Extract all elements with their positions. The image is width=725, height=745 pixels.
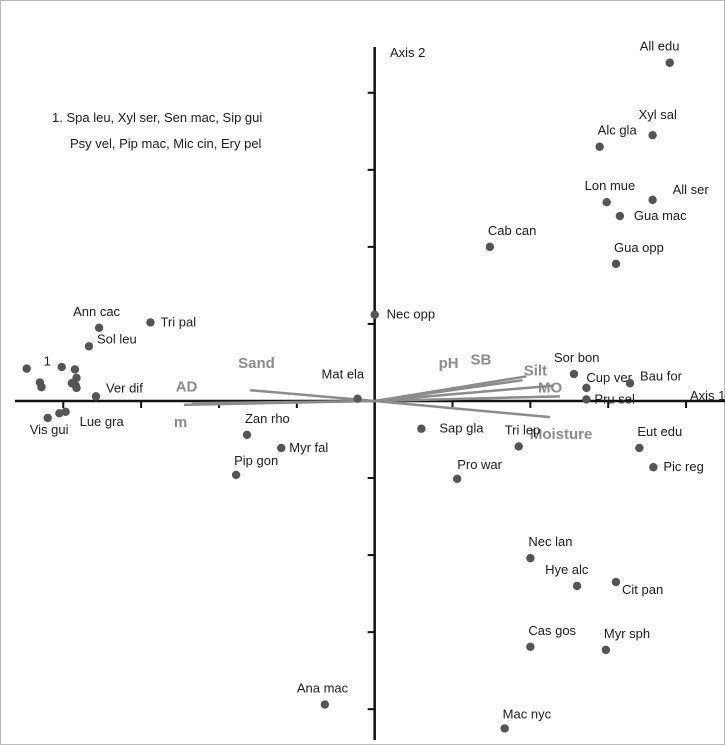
species-point-label: Gua opp	[614, 240, 664, 255]
env-vector-label: m	[174, 414, 187, 431]
species-point-label: Sor bon	[554, 350, 600, 365]
species-point-label: Myr sph	[604, 626, 650, 641]
species-point	[572, 581, 582, 591]
group-1-point	[55, 409, 64, 418]
env-vector-mo	[374, 395, 560, 403]
species-point-label: Vis gui	[30, 422, 69, 437]
species-point-label: Xyl sal	[639, 107, 677, 122]
species-point-label: Pip gon	[234, 453, 278, 468]
group-1-point-label: 1	[44, 354, 51, 369]
species-point-label: Mac nyc	[503, 706, 552, 721]
species-point-label: Bau for	[640, 368, 683, 383]
species-point-label: All edu	[640, 39, 680, 54]
species-point	[43, 413, 52, 423]
x-axis-label: Axis 1	[690, 388, 725, 403]
species-point	[582, 395, 591, 404]
species-point-label: Ver dif	[106, 380, 143, 395]
env-vector-sb	[374, 375, 527, 403]
group-1-legend-line-2: Psy vel, Pip mac, Mic cin, Ery pel	[70, 136, 262, 151]
env-vector-label: SB	[470, 351, 491, 368]
species-point	[146, 318, 155, 327]
species-point-label: Ana mac	[297, 681, 349, 696]
species-point	[648, 195, 657, 205]
species-point-label: Lon mue	[585, 178, 636, 193]
env-vector-label: Sand	[238, 355, 275, 372]
species-point-label: Pro war	[457, 457, 502, 472]
species-point-label: Pru sel	[594, 391, 635, 406]
env-vector-label: Moisture	[530, 426, 593, 443]
species-point	[595, 142, 604, 151]
species-point	[277, 443, 286, 453]
species-point	[615, 211, 625, 221]
species-point	[485, 242, 495, 252]
species-point-label: Myr fal	[289, 440, 328, 455]
species-point	[582, 383, 591, 393]
species-point	[94, 323, 104, 332]
species-point	[611, 577, 621, 587]
species-point	[231, 470, 241, 480]
species-point	[635, 443, 644, 453]
group-1-legend-line-1: 1. Spa leu, Xyl ser, Sen mac, Sip gui	[52, 110, 262, 125]
group-1-point	[70, 365, 80, 374]
env-vector-label: pH	[439, 355, 459, 372]
species-point	[242, 430, 252, 440]
species-point-label: Nec lan	[528, 534, 572, 549]
species-point-label: Sap gla	[439, 421, 484, 436]
group-1-point	[57, 362, 66, 372]
species-point-label: Alc gla	[598, 123, 638, 138]
species-point-label: Mat ela	[322, 367, 365, 382]
species-point-label: All ser	[673, 182, 710, 197]
species-point	[452, 474, 462, 484]
species-point-label: Gua mac	[634, 208, 687, 223]
env-vector-label: AD	[176, 378, 198, 395]
species-point	[353, 394, 362, 403]
env-vector-silt	[374, 384, 554, 403]
species-point	[611, 259, 621, 269]
species-point	[320, 700, 330, 709]
species-point	[514, 442, 523, 451]
y-axis-label: Axis 2	[390, 45, 425, 60]
env-vector-moisture	[374, 399, 550, 419]
species-point	[648, 130, 657, 140]
group-1-point	[37, 382, 46, 392]
species-point	[649, 463, 658, 472]
species-point	[665, 58, 674, 67]
species-point-label: Zan rho	[245, 411, 290, 426]
species-point	[625, 379, 635, 388]
species-point	[601, 645, 611, 655]
env-vector-label: Silt	[524, 363, 547, 380]
species-point	[91, 392, 101, 401]
group-1-point	[22, 364, 31, 373]
species-point	[602, 197, 611, 207]
species-point-label: Ann cac	[73, 304, 120, 319]
env-vector-label: MO	[538, 379, 562, 396]
species-point-label: Cit pan	[622, 582, 663, 597]
species-point-label: Pic reg	[663, 459, 703, 474]
species-point	[370, 310, 379, 319]
species-point-label: Tri lep	[505, 422, 541, 437]
species-point	[526, 553, 535, 563]
species-point-label: Tri pal	[160, 314, 196, 329]
species-point-label: Hye alc	[545, 562, 589, 577]
species-point	[417, 424, 426, 433]
species-point-label: Eut edu	[637, 424, 682, 439]
group-1-point	[72, 383, 81, 393]
env-vector-m	[183, 399, 375, 407]
species-point-label: Sol leu	[97, 331, 137, 346]
species-point-label: Cup ver	[586, 370, 632, 385]
species-point-label: Cas gos	[528, 623, 576, 638]
species-point	[500, 724, 509, 733]
species-point-label: Lue gra	[80, 414, 125, 429]
species-point-label: Cab can	[488, 223, 536, 238]
species-point	[526, 642, 535, 651]
species-point	[569, 369, 579, 379]
species-point-label: Nec opp	[387, 307, 435, 322]
species-point	[84, 342, 94, 351]
